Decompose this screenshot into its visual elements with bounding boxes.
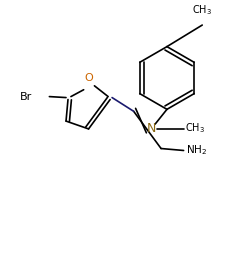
Text: Br: Br [19,91,32,102]
Text: NH$_2$: NH$_2$ [185,144,206,157]
Text: O: O [84,73,93,83]
Text: CH$_3$: CH$_3$ [184,121,204,135]
Text: CH$_3$: CH$_3$ [191,3,211,17]
Text: N: N [146,122,155,135]
